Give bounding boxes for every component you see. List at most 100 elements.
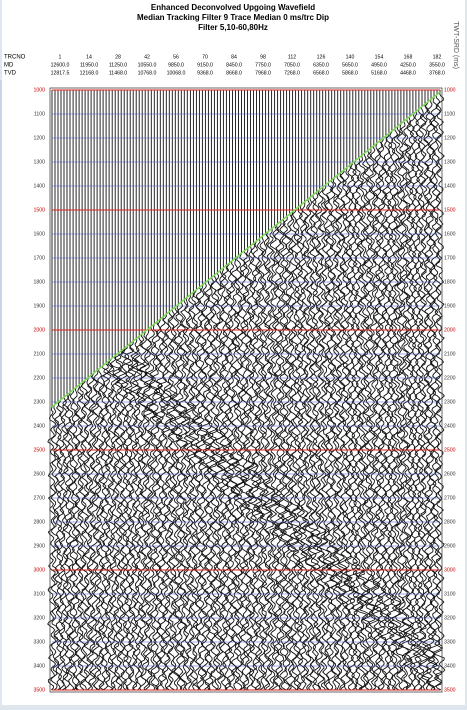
header-value: 14 [86,54,92,60]
tick-label-left: 1600 [33,231,45,237]
tick-label-left: 2200 [33,375,45,381]
header-value: 3768.0 [429,70,445,76]
tick-label-right: 1100 [444,111,455,117]
tick-label-left: 1800 [33,279,45,285]
header-value: 7268.0 [284,70,300,76]
tick-label-left: 1400 [33,183,45,189]
header-value: 11250.0 [109,62,127,68]
header-value: 12600.0 [51,62,70,68]
tick-label-right: 1500 [444,207,456,213]
tick-label-left: 2800 [33,519,45,525]
tick-label-right: 3400 [444,663,456,669]
header-value: 5168.0 [371,70,387,76]
tick-label-left: 1300 [33,159,45,165]
title-line: Enhanced Deconvolved Upgoing Wavefield [151,3,315,12]
tick-label-right: 1000 [444,87,456,93]
header-value: 9850.0 [168,62,184,68]
tick-label-right: 2100 [444,351,456,357]
title-line: Filter 5,10-60,80Hz [198,23,268,32]
tick-label-left: 3400 [33,663,45,669]
tick-label-left: 1700 [33,255,45,261]
tick-label-left: 2500 [33,447,45,453]
tick-label-left: 2100 [33,351,45,357]
header-value: 112 [288,54,296,60]
tick-label-left: 3100 [33,591,45,597]
tick-label-left: 3500 [33,687,45,693]
tick-label-left: 3000 [33,567,45,573]
header-value: 10550.0 [138,62,157,68]
header-value: 9368.0 [197,70,213,76]
header-value: 9150.0 [197,62,213,68]
tick-label-left: 1200 [33,135,45,141]
header-value: 70 [202,54,208,60]
tick-label-right: 2300 [444,399,456,405]
header-value: 5868.0 [342,70,358,76]
header-value: 56 [173,54,179,60]
tick-label-left: 2900 [33,543,45,549]
tick-label-right: 2900 [444,543,456,549]
header-value: 5650.0 [342,62,358,68]
header-value: 12817.5 [51,70,70,76]
tick-label-right: 2400 [444,423,456,429]
header-value: 7968.0 [255,70,271,76]
tick-label-right: 2800 [444,519,456,525]
header-value: 154 [375,54,384,60]
tick-label-right: 2000 [444,327,456,333]
tick-label-left: 1900 [33,303,45,309]
header-value: 28 [115,54,121,60]
header-value: 4250.0 [400,62,416,68]
tick-label-right: 1300 [444,159,456,165]
tick-label-right: 1600 [444,231,456,237]
header-value: 8450.0 [226,62,242,68]
tick-label-right: 1800 [444,279,456,285]
header-value: 4468.0 [400,70,416,76]
tick-label-left: 1500 [33,207,45,213]
tick-label-right: 3200 [444,615,456,621]
header-value: 42 [144,54,150,60]
header-value: 12168.0 [80,70,99,76]
header-value: 182 [433,54,442,60]
header-value: 6350.0 [313,62,329,68]
header-value: 126 [317,54,326,60]
tick-label-right: 3100 [444,591,456,597]
header-value: 4950.0 [371,62,387,68]
seismic-display: Enhanced Deconvolved Upgoing Wavefield M… [0,0,467,705]
tick-label-right: 2700 [444,495,456,501]
header-value: 10768.0 [138,70,157,76]
tick-label-left: 3200 [33,615,45,621]
header-value: 11468.0 [109,70,127,76]
tick-label-right: 2600 [444,471,456,477]
axis-label: TWT-SRD (ms) [452,21,459,69]
tick-label-left: 2000 [33,327,45,333]
title-line: Median Tracking Filter 9 Trace Median 0 … [137,13,329,22]
tick-label-right: 2500 [444,447,456,453]
tick-label-left: 3300 [33,639,45,645]
tick-label-right: 3000 [444,567,456,573]
tick-label-left: 2600 [33,471,45,477]
tick-label-left: 1100 [34,111,45,117]
header-label: TRCNO [4,55,26,61]
tick-label-left: 1000 [33,87,45,93]
tick-label-left: 2400 [33,423,45,429]
header-value: 7050.0 [284,62,300,68]
tick-label-right: 3300 [444,639,456,645]
header-value: 6568.0 [313,70,329,76]
tick-label-right: 1400 [444,183,456,189]
tick-label-right: 1700 [444,255,456,261]
header-value: 3550.0 [429,62,445,68]
tick-label-left: 2700 [33,495,45,501]
header-label: MD [4,63,14,69]
header-value: 140 [346,54,355,60]
header-value: 168 [404,54,413,60]
tick-label-right: 3500 [444,687,456,693]
tick-label-left: 2300 [33,399,45,405]
header-value: 8668.0 [226,70,242,76]
header-value: 98 [260,54,266,60]
header-label: TVD [4,71,17,77]
tick-label-right: 2200 [444,375,456,381]
header-value: 84 [231,54,237,60]
header-value: 11950.0 [80,62,98,68]
header-value: 7750.0 [255,62,271,68]
header-value: 1 [59,54,62,60]
header-value: 10068.0 [167,70,186,76]
